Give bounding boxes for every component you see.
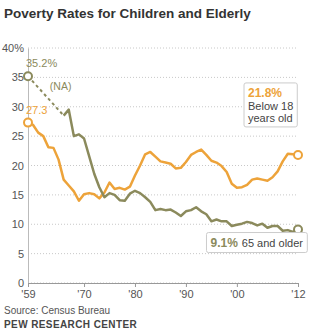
grid-line — [28, 77, 298, 78]
x-axis-line — [29, 284, 299, 288]
y-tick-label: 40% — [2, 42, 24, 54]
x-tick-label: '12 — [291, 288, 305, 300]
y-tick-label: 25 — [12, 130, 24, 142]
end-point — [294, 151, 302, 159]
x-tick-mark — [237, 283, 238, 287]
x-tick-mark — [298, 283, 299, 287]
y-tick: 40% — [2, 42, 28, 54]
title: Poverty Rates for Children and Elderly — [4, 6, 251, 21]
y-tick: 15 — [12, 189, 28, 201]
grid-line — [28, 253, 298, 254]
y-tick: 10 — [12, 218, 28, 230]
end-label-box — [206, 233, 307, 253]
y-axis-line — [28, 49, 29, 284]
plot-area — [24, 72, 302, 233]
value-label: 35.2% — [26, 57, 57, 69]
gap-label: (NA) — [50, 80, 72, 92]
grid-line — [28, 165, 298, 166]
x-tick-label: '00 — [230, 288, 244, 300]
x-tick-label: '70 — [77, 288, 91, 300]
y-tick-label: 15 — [12, 189, 24, 201]
x-tick: '80 — [128, 283, 142, 300]
credit: PEW RESEARCH CENTER — [4, 319, 138, 330]
grid-line — [28, 136, 298, 137]
y-tick-label: 20 — [12, 160, 24, 172]
grid-line — [28, 48, 298, 49]
y-tick: 25 — [12, 130, 28, 142]
value-label: 9.1% — [210, 236, 238, 250]
value-label: 27.3 — [26, 104, 47, 116]
value-label: 21.8% — [248, 86, 282, 100]
series-name: Below 18years old — [248, 100, 293, 124]
x-tick-label: '90 — [179, 288, 193, 300]
y-tick: 5 — [18, 248, 28, 260]
x-tick: '12 — [291, 283, 305, 300]
series-name-line: Below 18 — [248, 100, 293, 112]
x-axis: '59 '70 '80 '90 '00 '12 — [21, 283, 305, 300]
x-tick-mark — [28, 283, 29, 287]
grid-line — [28, 194, 298, 195]
y-tick: 20 — [12, 160, 28, 172]
series-name: 65 and older — [242, 237, 303, 249]
x-tick: '70 — [77, 283, 91, 300]
y-tick-label: 30 — [12, 101, 24, 113]
series-name-line: years old — [248, 112, 293, 124]
end-point — [24, 119, 32, 127]
x-tick-mark — [135, 283, 136, 287]
source: Source: Census Bureau — [4, 305, 110, 316]
x-tick: '00 — [230, 283, 244, 300]
end-point — [24, 72, 32, 80]
x-tick-mark — [186, 283, 187, 287]
end-label-box — [244, 83, 297, 127]
y-tick-label: 35 — [12, 71, 24, 83]
x-tick: '90 — [179, 283, 193, 300]
annotations: (NA)27.3 21.8%Below 18years old 35.2% 65 an… — [26, 57, 307, 252]
x-tick-mark — [84, 283, 85, 287]
series-line — [28, 123, 298, 201]
chart: Poverty Rates for Children and Elderly05… — [0, 0, 310, 334]
y-tick-label: 10 — [12, 218, 24, 230]
x-tick-label: '80 — [128, 288, 142, 300]
x-tick-label: '59 — [21, 288, 35, 300]
y-tick-label: 5 — [18, 248, 24, 260]
x-tick: '59 — [21, 283, 35, 300]
end-label: 21.8%Below 18years old — [244, 83, 297, 127]
end-label: 65 and older 9.1% — [206, 233, 307, 253]
series-line — [28, 76, 298, 232]
